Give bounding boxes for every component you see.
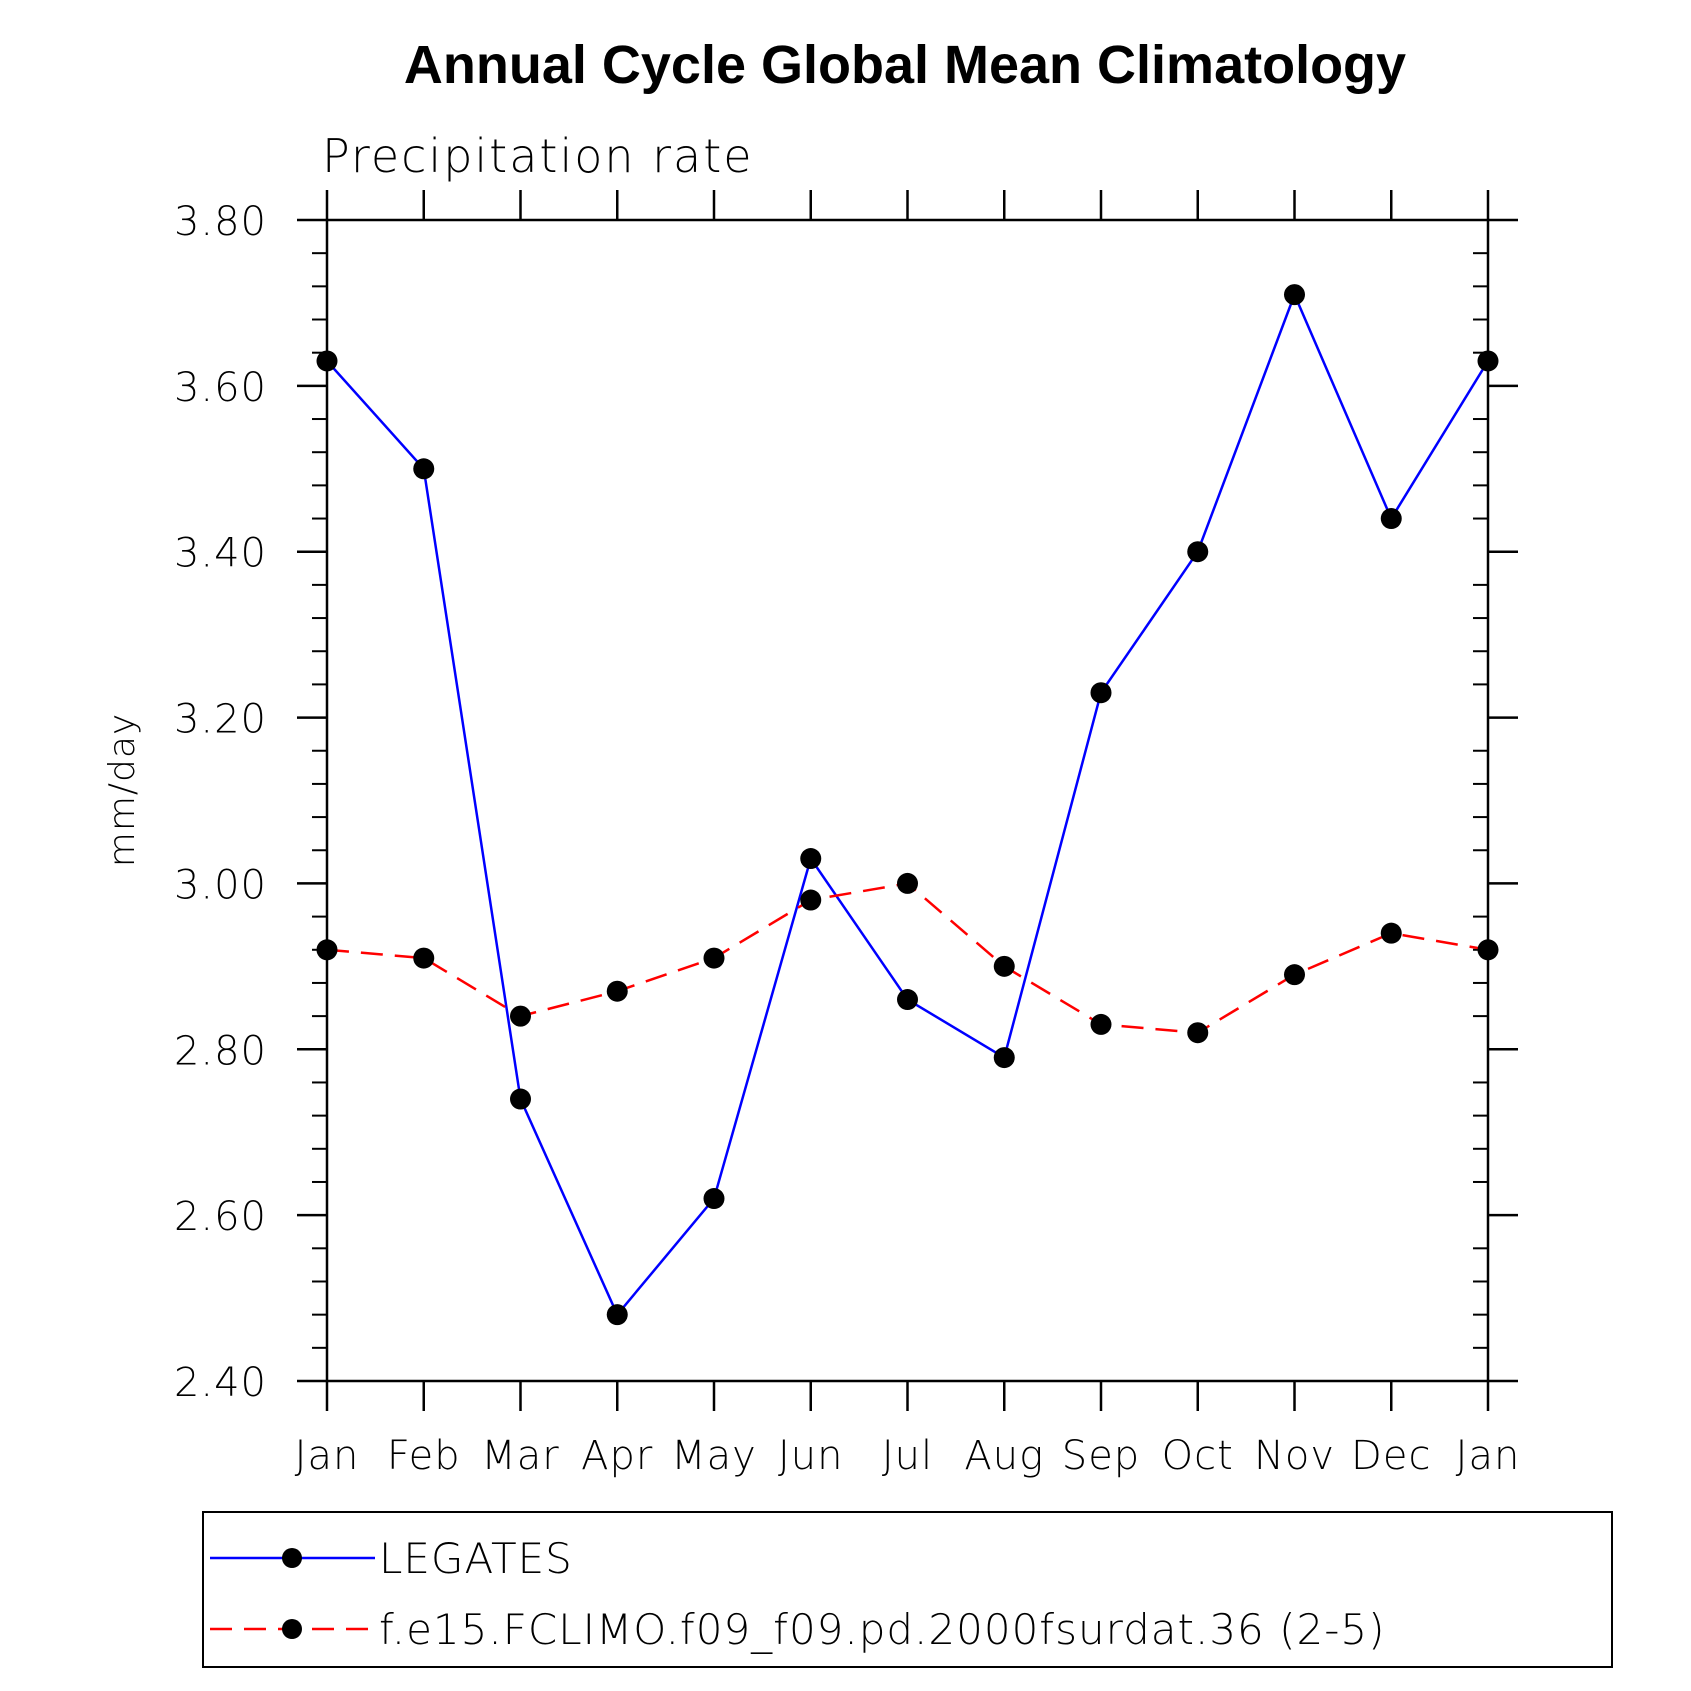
x-tick-label: Sep (1062, 1433, 1140, 1479)
data-point-s0-1 (413, 458, 435, 480)
data-point-s0-5 (800, 848, 822, 870)
legend-label-model: f.e15.FCLIMO.f09_f09.pd.2000fsurdat.36 (… (379, 1605, 1386, 1654)
y-tick-label: 2.40 (174, 1360, 267, 1406)
x-tick-label: Mar (481, 1433, 559, 1479)
x-tick-label: Feb (387, 1433, 461, 1479)
y-tick-label: 2.80 (174, 1028, 267, 1074)
data-point-s1-12 (1477, 939, 1499, 961)
data-point-s0-12 (1477, 350, 1499, 372)
x-tick-label: Jun (778, 1433, 844, 1479)
chart-title: Annual Cycle Global Mean Climatology (404, 35, 1406, 95)
data-point-s1-7 (993, 955, 1015, 977)
legend-item-model: f.e15.FCLIMO.f09_f09.pd.2000fsurdat.36 (… (210, 1605, 1386, 1654)
x-tick-label: Oct (1162, 1433, 1234, 1479)
data-point-s0-4 (703, 1188, 725, 1210)
data-point-s0-8 (1090, 682, 1112, 704)
y-tick-label: 3.00 (174, 862, 267, 908)
data-point-s0-2 (510, 1088, 531, 1110)
data-point-s1-0 (316, 939, 338, 961)
series-line-1 (326, 882, 1489, 1034)
legend-box (202, 1511, 1613, 1668)
y-tick-label: 3.80 (174, 199, 267, 245)
x-tick-label: May (671, 1433, 757, 1479)
data-point-s0-10 (1284, 284, 1305, 306)
data-point-s1-8 (1090, 1013, 1112, 1035)
legend-marker-legates (282, 1548, 302, 1568)
data-point-s1-4 (703, 947, 725, 969)
x-tick-label: Aug (964, 1433, 1044, 1479)
series-line-0 (326, 291, 1490, 1317)
data-point-s1-3 (606, 980, 628, 1002)
data-point-s0-0 (316, 350, 338, 372)
plot-frame (325, 218, 1490, 1383)
legend-item-legates: LEGATES (210, 1534, 573, 1583)
x-tick-label: Jan (1456, 1433, 1521, 1479)
data-point-s1-10 (1284, 964, 1305, 986)
x-tick-label: Jan (295, 1433, 360, 1479)
data-point-s1-11 (1380, 922, 1402, 944)
data-point-s1-5 (800, 889, 822, 911)
y-tick-label: 2.60 (174, 1194, 267, 1240)
data-point-s0-6 (897, 989, 918, 1011)
series-layer (316, 284, 1499, 1326)
data-point-s0-3 (606, 1304, 628, 1326)
data-point-s1-6 (897, 872, 918, 894)
x-tick-label: Jul (882, 1433, 933, 1479)
axes: Jan Feb Mar Apr May Jun Jul Aug Sep Oct Nov Dec Jan 2… (174, 190, 1521, 1479)
data-point-s0-9 (1187, 541, 1209, 563)
x-tick-label: Dec (1351, 1433, 1431, 1479)
y-tick-label: 3.20 (174, 697, 267, 743)
legend-marker-model (282, 1619, 302, 1639)
y-axis-label: mm/day (102, 713, 143, 867)
data-point-s1-1 (413, 947, 435, 969)
data-point-s1-9 (1187, 1022, 1209, 1044)
y-tick-label: 3.60 (174, 365, 267, 411)
legend-label-legates: LEGATES (379, 1534, 573, 1583)
data-point-s0-7 (993, 1047, 1015, 1069)
data-point-s1-2 (510, 1005, 531, 1027)
x-tick-label: Apr (581, 1433, 653, 1479)
y-tick-label: 3.40 (174, 531, 267, 577)
chart-subtitle: Precipitation rate (322, 129, 754, 183)
x-tick-label: Nov (1254, 1433, 1335, 1479)
data-point-s0-11 (1380, 508, 1402, 530)
